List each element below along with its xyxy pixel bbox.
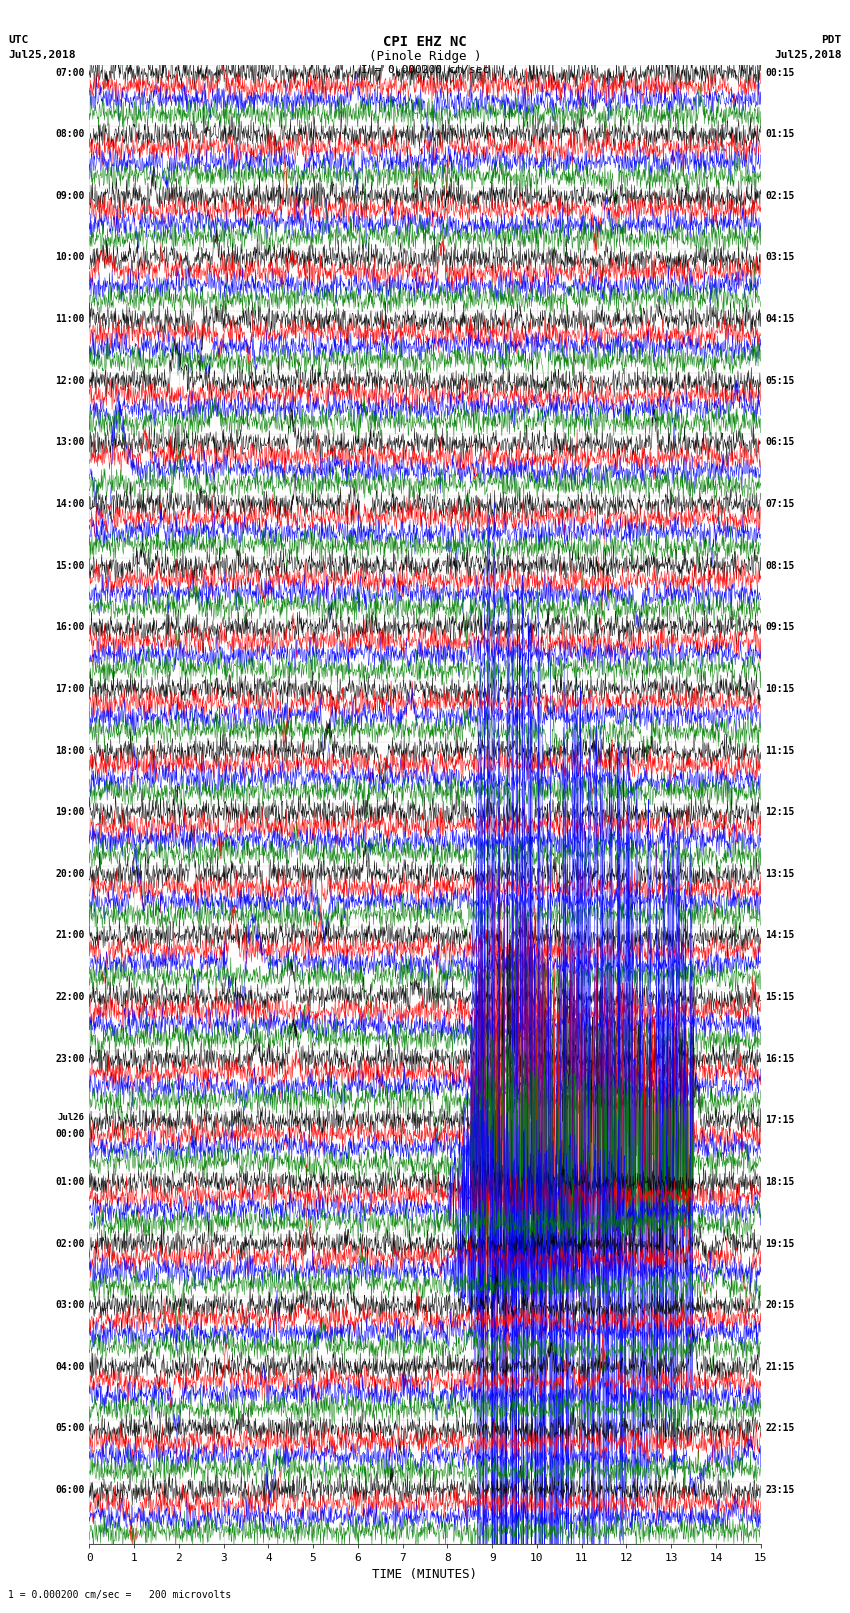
- Text: 05:00: 05:00: [55, 1423, 85, 1434]
- Text: 06:15: 06:15: [765, 437, 795, 447]
- Text: 22:00: 22:00: [55, 992, 85, 1002]
- Text: 01:00: 01:00: [55, 1177, 85, 1187]
- Text: 21:00: 21:00: [55, 931, 85, 940]
- Text: 02:15: 02:15: [765, 190, 795, 202]
- Text: 20:00: 20:00: [55, 869, 85, 879]
- Text: Jul25,2018: Jul25,2018: [8, 50, 76, 60]
- Text: 10:15: 10:15: [765, 684, 795, 694]
- Text: 07:15: 07:15: [765, 498, 795, 510]
- Text: 15:15: 15:15: [765, 992, 795, 1002]
- Text: 17:15: 17:15: [765, 1115, 795, 1126]
- Text: 11:15: 11:15: [765, 745, 795, 755]
- Text: UTC: UTC: [8, 35, 29, 45]
- Text: CPI EHZ NC: CPI EHZ NC: [383, 35, 467, 50]
- Text: Jul26: Jul26: [58, 1113, 85, 1123]
- Text: 11:00: 11:00: [55, 315, 85, 324]
- Text: 19:00: 19:00: [55, 806, 85, 818]
- Text: 04:15: 04:15: [765, 315, 795, 324]
- Text: 05:15: 05:15: [765, 376, 795, 386]
- Text: Jul25,2018: Jul25,2018: [774, 50, 842, 60]
- Text: 16:00: 16:00: [55, 623, 85, 632]
- Text: 21:15: 21:15: [765, 1361, 795, 1371]
- Text: 12:00: 12:00: [55, 376, 85, 386]
- Text: 08:15: 08:15: [765, 561, 795, 571]
- Text: 23:15: 23:15: [765, 1486, 795, 1495]
- Text: 09:00: 09:00: [55, 190, 85, 202]
- Text: (Pinole Ridge ): (Pinole Ridge ): [369, 50, 481, 63]
- Text: 00:00: 00:00: [55, 1129, 85, 1139]
- Text: 06:00: 06:00: [55, 1486, 85, 1495]
- Text: 19:15: 19:15: [765, 1239, 795, 1248]
- Text: 00:15: 00:15: [765, 68, 795, 77]
- Text: 14:00: 14:00: [55, 498, 85, 510]
- Text: 15:00: 15:00: [55, 561, 85, 571]
- Text: 07:00: 07:00: [55, 68, 85, 77]
- Text: 20:15: 20:15: [765, 1300, 795, 1310]
- Text: 03:15: 03:15: [765, 253, 795, 263]
- Text: 22:15: 22:15: [765, 1423, 795, 1434]
- Text: 18:15: 18:15: [765, 1177, 795, 1187]
- Text: 12:15: 12:15: [765, 806, 795, 818]
- Text: 08:00: 08:00: [55, 129, 85, 139]
- Text: 02:00: 02:00: [55, 1239, 85, 1248]
- Text: 04:00: 04:00: [55, 1361, 85, 1371]
- Text: 03:00: 03:00: [55, 1300, 85, 1310]
- X-axis label: TIME (MINUTES): TIME (MINUTES): [372, 1568, 478, 1581]
- Text: 13:15: 13:15: [765, 869, 795, 879]
- Text: 09:15: 09:15: [765, 623, 795, 632]
- Text: I = 0.000200 cm/sec: I = 0.000200 cm/sec: [361, 65, 489, 74]
- Text: 14:15: 14:15: [765, 931, 795, 940]
- Text: 13:00: 13:00: [55, 437, 85, 447]
- Text: 01:15: 01:15: [765, 129, 795, 139]
- Text: 1 = 0.000200 cm/sec =   200 microvolts: 1 = 0.000200 cm/sec = 200 microvolts: [8, 1590, 232, 1600]
- Text: PDT: PDT: [821, 35, 842, 45]
- Text: 17:00: 17:00: [55, 684, 85, 694]
- Text: 18:00: 18:00: [55, 745, 85, 755]
- Text: 10:00: 10:00: [55, 253, 85, 263]
- Text: 23:00: 23:00: [55, 1053, 85, 1063]
- Text: 16:15: 16:15: [765, 1053, 795, 1063]
